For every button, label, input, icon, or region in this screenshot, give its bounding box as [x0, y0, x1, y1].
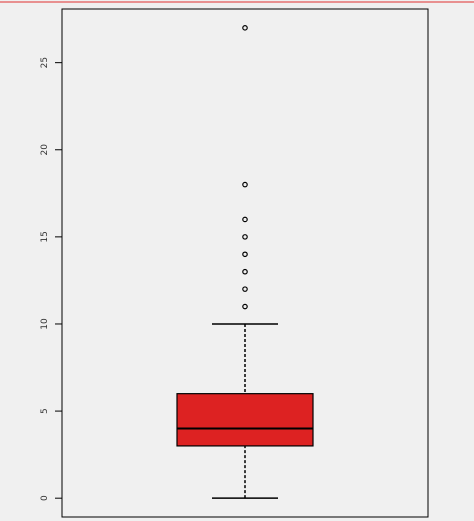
outlier: [242, 216, 248, 223]
outlier: [242, 25, 248, 31]
plot-frame: [61, 8, 429, 518]
y-tick-label: 25: [40, 57, 50, 68]
y-tick-label: 20: [40, 144, 50, 156]
box: [176, 393, 314, 447]
outlier: [242, 251, 248, 258]
outlier: [242, 234, 248, 240]
y-tick-label: 15: [40, 231, 50, 242]
outlier: [242, 268, 248, 275]
outlier: [242, 303, 248, 310]
y-tick-label: 5: [40, 408, 50, 414]
outlier: [242, 181, 248, 188]
y-tick-label: 0: [40, 495, 50, 501]
y-tick-label: 10: [40, 318, 50, 330]
outlier: [242, 286, 248, 292]
